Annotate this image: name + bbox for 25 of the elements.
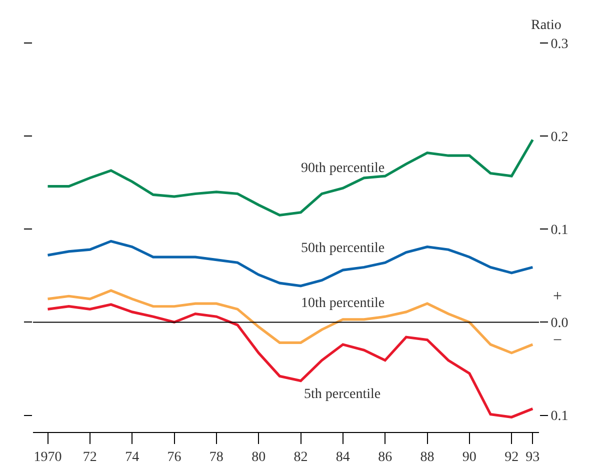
x-tick-label: 86 — [378, 450, 392, 465]
x-tick-label: 76 — [167, 450, 182, 465]
x-tick-label: 1970 — [34, 450, 62, 465]
y-axis-title: Ratio — [531, 18, 562, 33]
y-tick-label: 0.0 — [550, 316, 568, 332]
x-tick-label: 74 — [125, 450, 140, 465]
x-tick-label: 72 — [82, 450, 97, 465]
x-tick-label: 82 — [294, 450, 308, 465]
x-tick-label: 92 — [504, 450, 519, 465]
x-tick-label: 84 — [336, 450, 350, 465]
y-tick-label: 0.3 — [550, 36, 568, 52]
x-tick-label: 78 — [209, 450, 224, 465]
y-tick-label: 0.2 — [550, 130, 568, 145]
x-tick-label: 93 — [526, 450, 540, 465]
series-label: 5th percentile — [304, 387, 381, 402]
text: − — [553, 332, 562, 349]
text: + — [553, 288, 562, 305]
series-label: 90th percentile — [301, 161, 385, 176]
x-tick-label: 88 — [420, 450, 434, 465]
x-tick-label: 90 — [462, 450, 476, 465]
series-label: 50th percentile — [301, 241, 385, 256]
series-label: 10th percentile — [301, 296, 385, 311]
y-tick-label: 0.1 — [550, 409, 568, 424]
y-tick-label: 0.1 — [550, 223, 568, 238]
x-tick-label: 80 — [252, 450, 266, 465]
